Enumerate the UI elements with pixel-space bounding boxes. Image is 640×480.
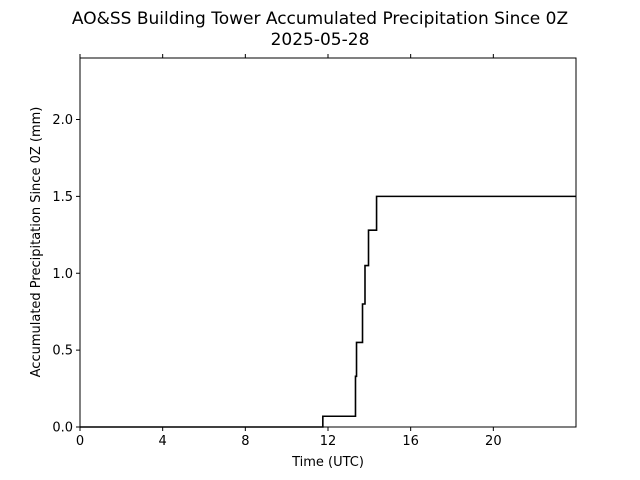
x-tick-label: 4 <box>159 434 167 449</box>
chart-title: AO&SS Building Tower Accumulated Precipi… <box>72 9 568 29</box>
x-axis-label: Time (UTC) <box>291 455 364 470</box>
x-tick-label: 0 <box>76 434 84 449</box>
y-axis: 0.0 0.5 1.0 1.5 2.0 <box>52 113 80 436</box>
x-tick-label: 16 <box>402 434 419 449</box>
chart-subtitle: 2025-05-28 <box>271 30 370 50</box>
y-axis-label: Accumulated Precipitation Since 0Z (mm) <box>29 107 44 378</box>
x-tick-label: 8 <box>241 434 249 449</box>
y-tick-label: 0.5 <box>52 344 73 359</box>
y-tick-label: 1.5 <box>52 190 73 205</box>
y-tick-label: 1.0 <box>52 267 73 282</box>
x-axis: 0 4 8 12 16 20 <box>76 54 502 449</box>
y-tick-label: 2.0 <box>52 113 73 128</box>
plot-frame <box>79 57 577 428</box>
series-line-0 <box>80 195 576 428</box>
plot-area <box>79 57 577 428</box>
y-tick-label: 0.0 <box>52 421 73 436</box>
x-tick-label: 12 <box>320 434 337 449</box>
x-tick-label: 20 <box>485 434 502 449</box>
